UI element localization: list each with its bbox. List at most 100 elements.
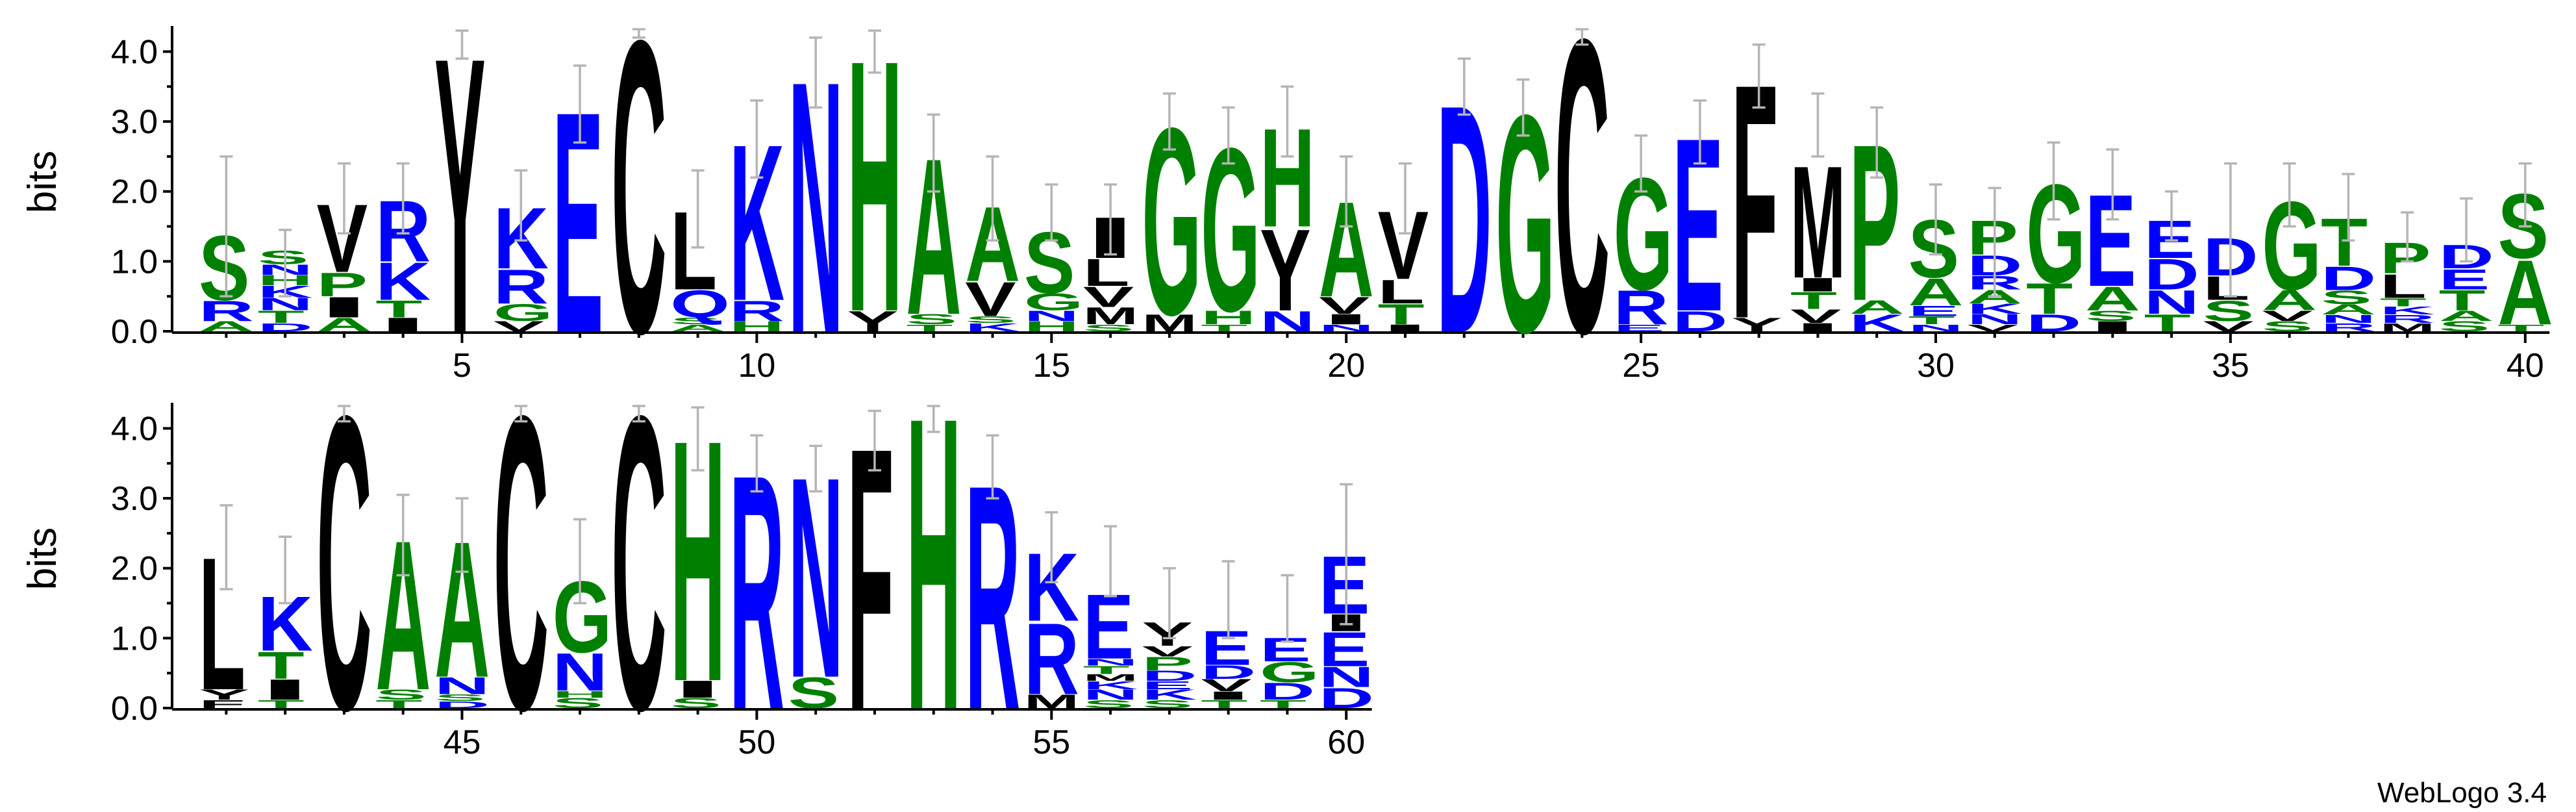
- letter-R: R: [494, 259, 549, 313]
- letter-G: G: [2026, 155, 2086, 312]
- letter-T: T: [1260, 698, 1307, 711]
- y-axis-title-row-1: bits: [20, 151, 65, 213]
- letter-L: L: [199, 519, 245, 730]
- letter-T: T: [258, 698, 305, 711]
- letter-K: K: [965, 321, 1020, 334]
- x-tick-label: 35: [2212, 347, 2249, 385]
- y-tick-label: 1.0: [111, 243, 158, 281]
- letter-N: N: [258, 295, 313, 314]
- letter-I: I: [258, 673, 312, 705]
- x-tick-label: 10: [738, 347, 775, 385]
- letter-D: D: [1260, 678, 1315, 705]
- position-24-stack: C: [1555, 0, 1610, 421]
- x-tick-label: 40: [2507, 347, 2544, 385]
- letter-A: A: [2085, 280, 2140, 318]
- letter-S: S: [906, 311, 957, 327]
- y-tick-label: 2.0: [111, 550, 158, 588]
- letter-N: N: [1083, 687, 1138, 703]
- letter-I: I: [375, 314, 430, 335]
- position-19-stack: NYH: [1260, 99, 1315, 337]
- letter-A: A: [2497, 241, 2553, 344]
- position-7-stack: E: [553, 45, 604, 398]
- letter-V: V: [1967, 322, 2018, 333]
- letter-D: D: [2321, 260, 2376, 298]
- letter-E: E: [1908, 303, 1960, 319]
- letter-K: K: [1083, 679, 1138, 692]
- letter-T: T: [375, 698, 422, 711]
- letter-V: V: [1319, 292, 1370, 319]
- position-48-stack: C: [611, 329, 666, 798]
- letter-I: I: [1201, 689, 1255, 702]
- letter-I: I: [1790, 274, 1845, 296]
- letter-R: R: [199, 294, 254, 327]
- letter-V: V: [2203, 318, 2255, 335]
- letter-G: G: [553, 560, 612, 674]
- letter-T: T: [1083, 663, 1130, 676]
- letter-V: V: [1790, 305, 1842, 327]
- position-41-stack: FYL: [199, 519, 250, 730]
- position-43-stack: C: [317, 329, 372, 798]
- letter-E: E: [1673, 86, 1724, 363]
- letter-P: P: [317, 266, 368, 304]
- position-52-stack: F: [847, 370, 894, 788]
- position-23-stack: G: [1495, 50, 1555, 397]
- letter-N: N: [1024, 307, 1079, 324]
- letter-E: E: [2439, 263, 2490, 296]
- letter-D: D: [2144, 250, 2199, 299]
- letter-S: S: [2085, 307, 2136, 324]
- letter-A: A: [1908, 270, 1964, 314]
- letter-R: R: [729, 294, 784, 327]
- letter-A: A: [1849, 296, 1905, 318]
- letter-N: N: [434, 672, 490, 700]
- letter-K: K: [1849, 309, 1905, 336]
- letter-Y: Y: [847, 305, 899, 337]
- x-tick-label: 25: [1622, 347, 1660, 385]
- letter-C: C: [611, 329, 666, 798]
- letter-E: E: [1319, 622, 1370, 676]
- letter-S: S: [1083, 698, 1134, 711]
- position-25-stack: ERG: [1614, 144, 1673, 335]
- position-26-stack: DE: [1673, 86, 1728, 363]
- letter-Y: Y: [1731, 314, 1782, 335]
- letter-G: G: [1260, 655, 1319, 688]
- letter-E: E: [1319, 539, 1370, 631]
- letter-E: E: [1142, 679, 1193, 692]
- letter-R: R: [1614, 281, 1669, 335]
- letter-Y: Y: [1142, 616, 1193, 653]
- letter-G: G: [1024, 288, 1084, 316]
- letter-D: D: [434, 699, 490, 710]
- letter-K: K: [375, 251, 431, 311]
- letter-I: I: [317, 291, 371, 324]
- position-1-stack: ARS: [199, 216, 254, 335]
- letter-N: N: [1083, 657, 1138, 668]
- position-17-stack: MG: [1142, 73, 1201, 372]
- letter-G: G: [1201, 99, 1260, 361]
- letter-K: K: [1967, 301, 2022, 317]
- x-tick-label: 50: [738, 724, 775, 761]
- letter-H: H: [1024, 318, 1079, 335]
- letter-L: L: [1378, 273, 1425, 311]
- letter-T: T: [2144, 309, 2191, 336]
- position-49-stack: SIH: [670, 369, 725, 754]
- letter-V: V: [1378, 191, 1429, 300]
- letter-P: P: [1849, 98, 1901, 348]
- letter-H: H: [906, 331, 961, 797]
- letter-T: T: [2026, 275, 2073, 324]
- letter-V: V: [317, 184, 368, 293]
- letter-C: C: [494, 329, 549, 798]
- letter-T: T: [1908, 314, 1955, 327]
- letter-S: S: [1142, 698, 1193, 711]
- letter-T: T: [906, 322, 953, 333]
- y-tick-label: 0.0: [111, 690, 158, 728]
- letter-V: V: [1201, 676, 1252, 695]
- letter-M: M: [2380, 321, 2435, 334]
- letter-E: E: [1201, 621, 1252, 675]
- letter-V: V: [1142, 643, 1193, 659]
- letter-S: S: [670, 695, 721, 711]
